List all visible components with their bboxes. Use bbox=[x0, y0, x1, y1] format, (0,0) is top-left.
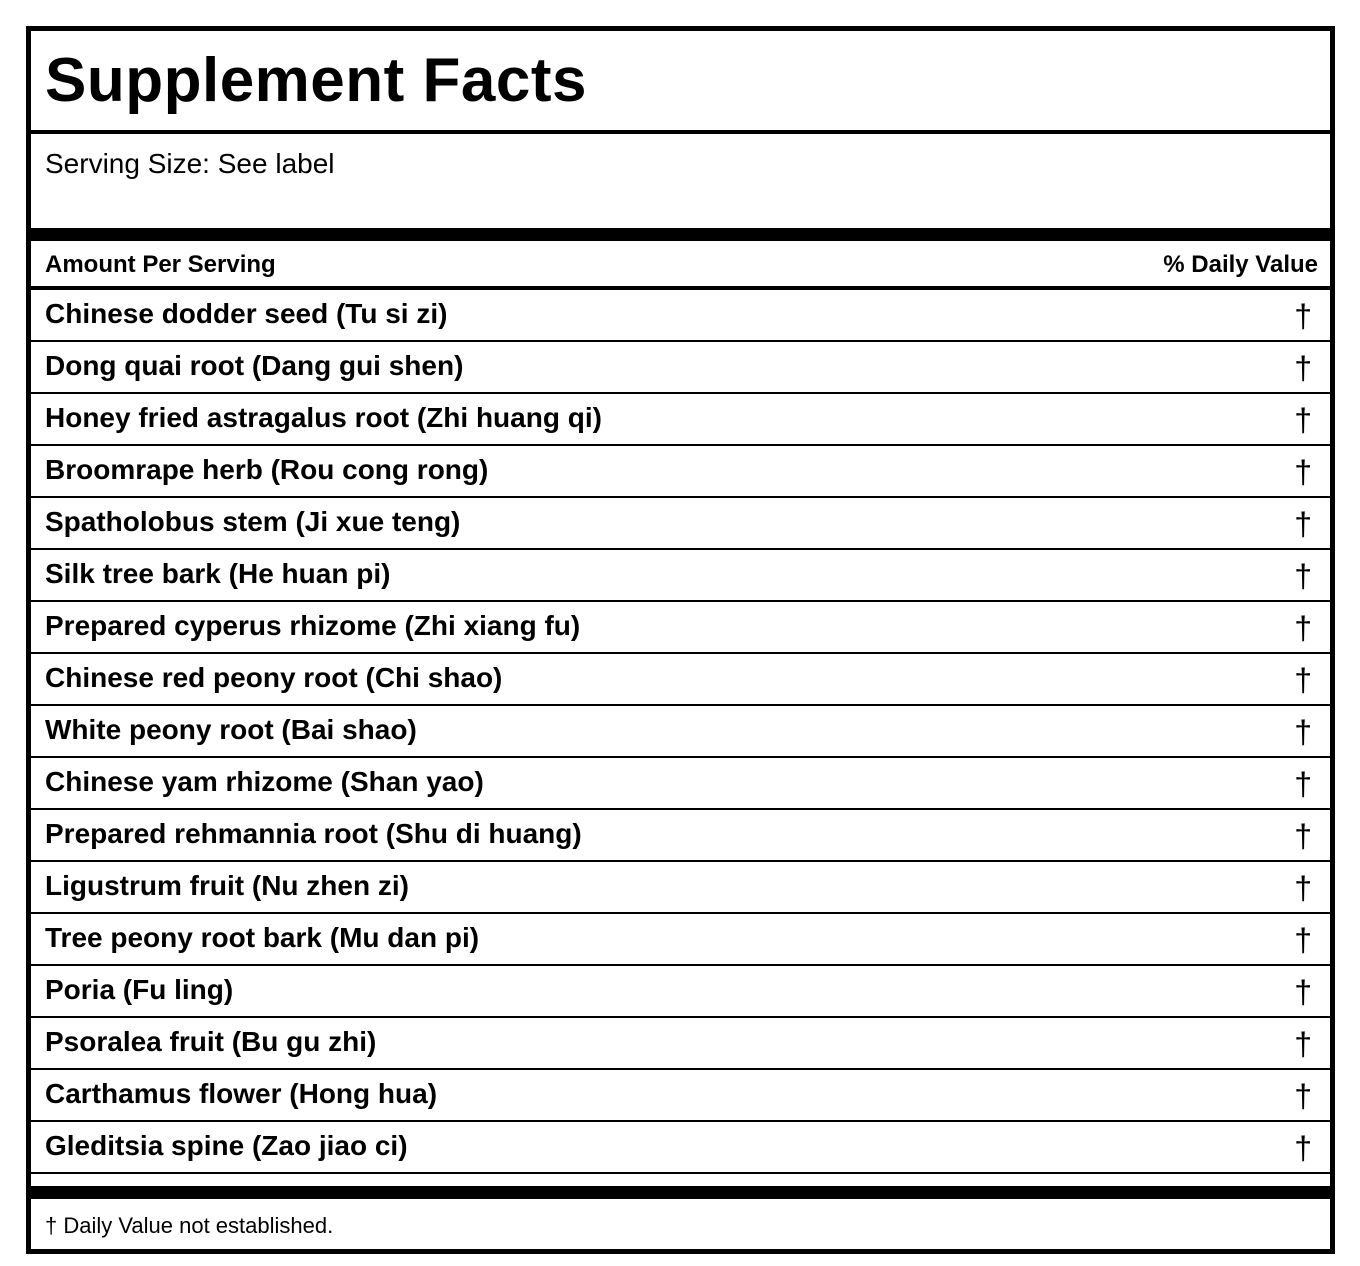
ingredient-name: Prepared cyperus rhizome (Zhi xiang fu) bbox=[45, 610, 581, 641]
ingredient-daily-value: † bbox=[1294, 506, 1312, 542]
ingredient-name: Silk tree bark (He huan pi) bbox=[45, 558, 391, 589]
ingredient-daily-value: † bbox=[1294, 1130, 1312, 1166]
ingredient-name: Spatholobus stem (Ji xue teng) bbox=[45, 506, 461, 537]
ingredient-daily-value: † bbox=[1294, 662, 1312, 698]
ingredient-daily-value: † bbox=[1294, 350, 1312, 386]
ingredient-row: Ligustrum fruit (Nu zhen zi) † bbox=[31, 862, 1330, 914]
footnote-row: † Daily Value not established. bbox=[31, 1199, 1330, 1249]
ingredient-daily-value: † bbox=[1294, 1078, 1312, 1114]
ingredient-row: Silk tree bark (He huan pi) † bbox=[31, 550, 1330, 602]
ingredient-name: Ligustrum fruit (Nu zhen zi) bbox=[45, 870, 409, 901]
ingredient-name: Chinese red peony root (Chi shao) bbox=[45, 662, 503, 693]
ingredient-name: Chinese dodder seed (Tu si zi) bbox=[45, 298, 448, 329]
ingredient-row: Honey fried astragalus root (Zhi huang q… bbox=[31, 394, 1330, 446]
ingredient-row: Prepared rehmannia root (Shu di huang) † bbox=[31, 810, 1330, 862]
ingredient-row: Poria (Fu ling) † bbox=[31, 966, 1330, 1018]
ingredient-name: Prepared rehmannia root (Shu di huang) bbox=[45, 818, 582, 849]
ingredient-name: Poria (Fu ling) bbox=[45, 974, 234, 1005]
ingredient-name: Dong quai root (Dang gui shen) bbox=[45, 350, 464, 381]
ingredient-daily-value: † bbox=[1294, 922, 1312, 958]
ingredient-row: Chinese dodder seed (Tu si zi) † bbox=[31, 290, 1330, 342]
ingredient-row: Prepared cyperus rhizome (Zhi xiang fu) † bbox=[31, 602, 1330, 654]
ingredient-list: Chinese dodder seed (Tu si zi) † Dong quai… bbox=[31, 290, 1330, 1174]
ingredient-row: Psoralea fruit (Bu gu zhi) † bbox=[31, 1018, 1330, 1070]
thick-divider-top bbox=[31, 228, 1330, 241]
ingredient-name: Gleditsia spine (Zao jiao ci) bbox=[45, 1130, 408, 1161]
supplement-facts-panel: Supplement Facts Serving Size: See label… bbox=[26, 26, 1335, 1254]
panel-title: Supplement Facts bbox=[45, 46, 587, 115]
ingredient-row: Spatholobus stem (Ji xue teng) † bbox=[31, 498, 1330, 550]
ingredient-name: Honey fried astragalus root (Zhi huang q… bbox=[45, 402, 602, 433]
ingredient-daily-value: † bbox=[1294, 402, 1312, 438]
ingredient-row: Chinese yam rhizome (Shan yao) † bbox=[31, 758, 1330, 810]
ingredient-row: Tree peony root bark (Mu dan pi) † bbox=[31, 914, 1330, 966]
ingredient-daily-value: † bbox=[1294, 714, 1312, 750]
ingredient-row: Chinese red peony root (Chi shao) † bbox=[31, 654, 1330, 706]
amount-per-serving-header: Amount Per Serving bbox=[45, 251, 276, 278]
ingredient-daily-value: † bbox=[1294, 818, 1312, 854]
ingredient-name: White peony root (Bai shao) bbox=[45, 714, 417, 745]
ingredient-daily-value: † bbox=[1294, 558, 1312, 594]
ingredient-name: Broomrape herb (Rou cong rong) bbox=[45, 454, 489, 485]
ingredient-daily-value: † bbox=[1294, 870, 1312, 906]
daily-value-header: % Daily Value bbox=[1163, 251, 1318, 278]
ingredient-row: Gleditsia spine (Zao jiao ci) † bbox=[31, 1122, 1330, 1174]
ingredient-daily-value: † bbox=[1294, 974, 1312, 1010]
title-row: Supplement Facts bbox=[31, 31, 1330, 134]
footnote: † Daily Value not established. bbox=[45, 1213, 334, 1238]
ingredient-daily-value: † bbox=[1294, 298, 1312, 334]
thick-divider-bottom bbox=[31, 1186, 1330, 1199]
serving-size: Serving Size: See label bbox=[45, 148, 335, 179]
ingredient-name: Chinese yam rhizome (Shan yao) bbox=[45, 766, 484, 797]
ingredient-row: White peony root (Bai shao) † bbox=[31, 706, 1330, 758]
ingredient-daily-value: † bbox=[1294, 454, 1312, 490]
ingredient-row: Carthamus flower (Hong hua) † bbox=[31, 1070, 1330, 1122]
ingredient-daily-value: † bbox=[1294, 610, 1312, 646]
ingredient-row: Broomrape herb (Rou cong rong) † bbox=[31, 446, 1330, 498]
serving-row: Serving Size: See label bbox=[31, 134, 1330, 228]
ingredient-row: Dong quai root (Dang gui shen) † bbox=[31, 342, 1330, 394]
ingredient-name: Carthamus flower (Hong hua) bbox=[45, 1078, 438, 1109]
ingredient-daily-value: † bbox=[1294, 766, 1312, 802]
ingredient-daily-value: † bbox=[1294, 1026, 1312, 1062]
column-header-row: Amount Per Serving % Daily Value bbox=[31, 241, 1330, 290]
ingredient-name: Tree peony root bark (Mu dan pi) bbox=[45, 922, 480, 953]
ingredient-name: Psoralea fruit (Bu gu zhi) bbox=[45, 1026, 377, 1057]
